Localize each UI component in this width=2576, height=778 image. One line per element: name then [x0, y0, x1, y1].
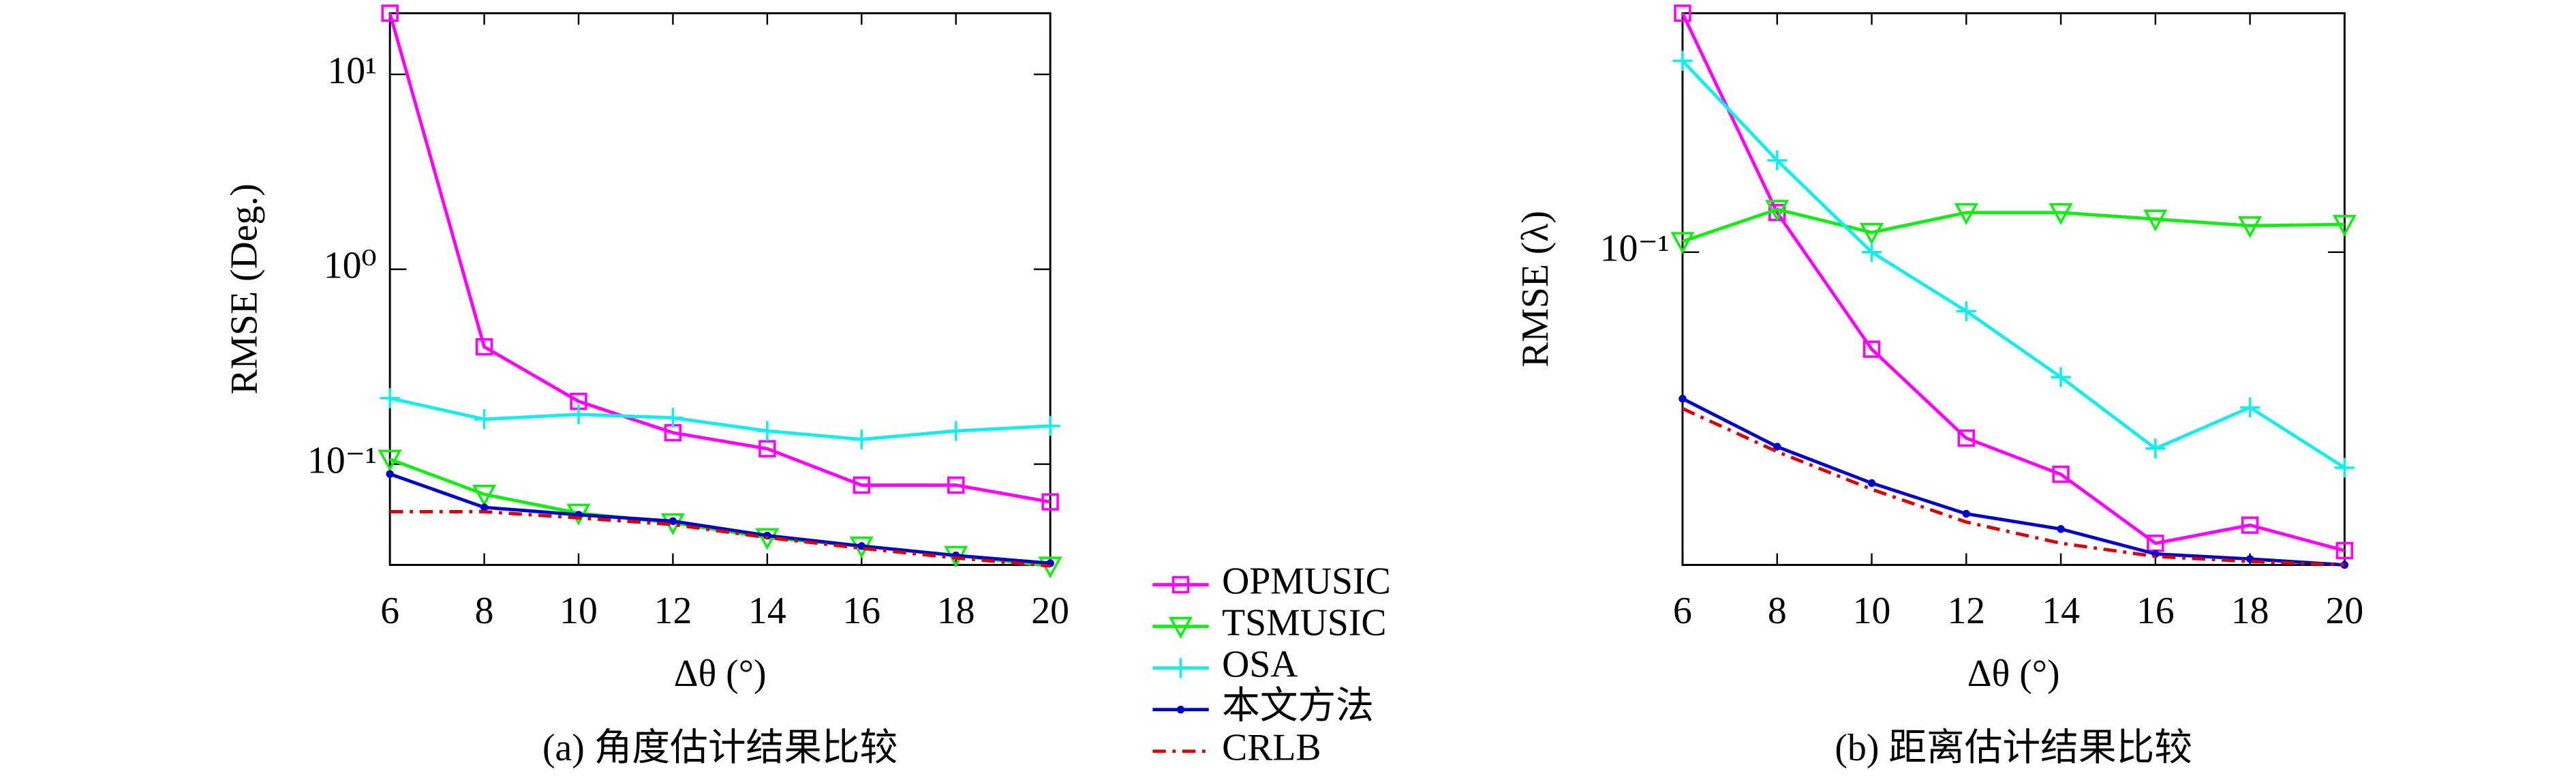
marker-plus	[1040, 416, 1060, 436]
marker-plus	[757, 421, 778, 441]
marker-plus	[2145, 438, 2166, 459]
x-tick-label: 20	[1031, 590, 1069, 632]
marker-plus	[2051, 367, 2071, 387]
x-tick-label: 18	[2231, 590, 2269, 632]
x-tick-label: 18	[937, 590, 975, 632]
marker-dot	[480, 503, 489, 511]
marker-triangle	[755, 528, 780, 550]
marker-triangle	[2332, 215, 2357, 237]
x-tick-label: 12	[1947, 590, 1985, 632]
x-tick-label: 16	[2136, 590, 2175, 632]
plot-frame	[388, 12, 1052, 566]
marker-square	[1171, 575, 1190, 594]
marker-plus	[1672, 50, 1693, 71]
legend-label: TSMUSIC	[1222, 601, 1386, 644]
x-axis-label: Δθ (°)	[674, 653, 767, 695]
marker-plus	[946, 421, 966, 441]
series-line	[388, 12, 1051, 504]
series-line	[389, 472, 1051, 565]
marker-square	[2052, 465, 2070, 483]
marker-square	[475, 338, 493, 356]
marker-triangle	[378, 449, 402, 472]
marker-plus	[1767, 150, 1788, 170]
legend-label: OPMUSIC	[1222, 560, 1391, 602]
marker-plus	[2240, 398, 2260, 418]
marker-triangle	[2143, 209, 2168, 232]
y-tick-label: 10⁰	[324, 245, 377, 287]
marker-plus	[662, 408, 683, 428]
marker-square	[1041, 493, 1059, 511]
x-tick-label: 6	[380, 590, 399, 632]
x-tick-label: 14	[748, 590, 786, 632]
marker-plus	[568, 404, 589, 425]
marker-square	[1862, 340, 1881, 358]
series-line	[389, 396, 1051, 441]
plot-frame	[1681, 12, 2346, 566]
marker-square	[758, 440, 776, 458]
marker-dot	[2057, 525, 2065, 533]
x-tick-label: 6	[1673, 590, 1692, 632]
series-line	[1682, 207, 2345, 243]
marker-triangle	[1765, 200, 1790, 222]
x-tick-label: 10	[559, 590, 598, 632]
y-axis-label: RMSE (λ)	[1514, 211, 1557, 368]
marker-square	[947, 476, 965, 494]
x-tick-label: 10	[1853, 590, 1891, 632]
caption: (b) 距离估计结果比较	[1835, 727, 2192, 769]
marker-dot	[669, 517, 677, 525]
x-tick-label: 12	[654, 590, 692, 632]
x-tick-label: 20	[2326, 590, 2364, 632]
marker-plus	[474, 409, 495, 430]
legend-label: 本文方法	[1222, 685, 1374, 727]
series-line	[390, 510, 1051, 568]
marker-triangle	[1954, 203, 1978, 226]
x-tick-label: 8	[1768, 590, 1787, 632]
series-line	[1681, 12, 2346, 552]
legend-label: CRLB	[1222, 727, 1321, 769]
series-line	[1681, 397, 2345, 567]
marker-dot	[1867, 479, 1876, 488]
x-tick-label: 16	[842, 590, 880, 632]
legend-label: OSA	[1222, 643, 1298, 685]
x-tick-label: 14	[2042, 590, 2080, 632]
y-tick-label: 10⁻¹	[1600, 228, 1670, 270]
marker-dot	[857, 542, 865, 550]
caption: (a) 角度估计结果比较	[542, 727, 898, 769]
marker-square	[1674, 4, 1691, 23]
x-tick-label: 8	[475, 590, 494, 632]
marker-dot	[386, 470, 394, 478]
marker-plus	[2334, 458, 2355, 478]
marker-dot	[2245, 555, 2254, 563]
marker-plus	[1171, 658, 1191, 678]
marker-triangle	[1859, 223, 1884, 245]
marker-triangle	[472, 485, 497, 507]
y-tick-label: 10¹	[327, 50, 376, 92]
marker-triangle	[1168, 616, 1193, 639]
y-axis-label: RMSE (Deg.)	[224, 183, 266, 394]
marker-square	[2241, 516, 2259, 534]
marker-square	[2335, 541, 2354, 560]
marker-plus	[380, 388, 400, 408]
y-tick-label: 10⁻¹	[307, 439, 377, 481]
series-line	[1681, 406, 2345, 567]
marker-plus	[1861, 242, 1882, 263]
marker-dot	[1678, 395, 1687, 403]
marker-dot	[1176, 706, 1185, 714]
marker-triangle	[1670, 232, 1695, 254]
marker-square	[1957, 429, 1976, 447]
marker-triangle	[2238, 216, 2263, 239]
marker-plus	[851, 429, 872, 449]
marker-plus	[1956, 301, 1976, 321]
marker-triangle	[2049, 203, 2073, 226]
marker-dot	[1962, 509, 1970, 518]
marker-square	[381, 4, 399, 23]
marker-square	[853, 476, 871, 494]
x-axis-label: Δθ (°)	[1967, 653, 2060, 695]
series-line	[1681, 59, 2346, 469]
marker-dot	[1773, 443, 1781, 451]
